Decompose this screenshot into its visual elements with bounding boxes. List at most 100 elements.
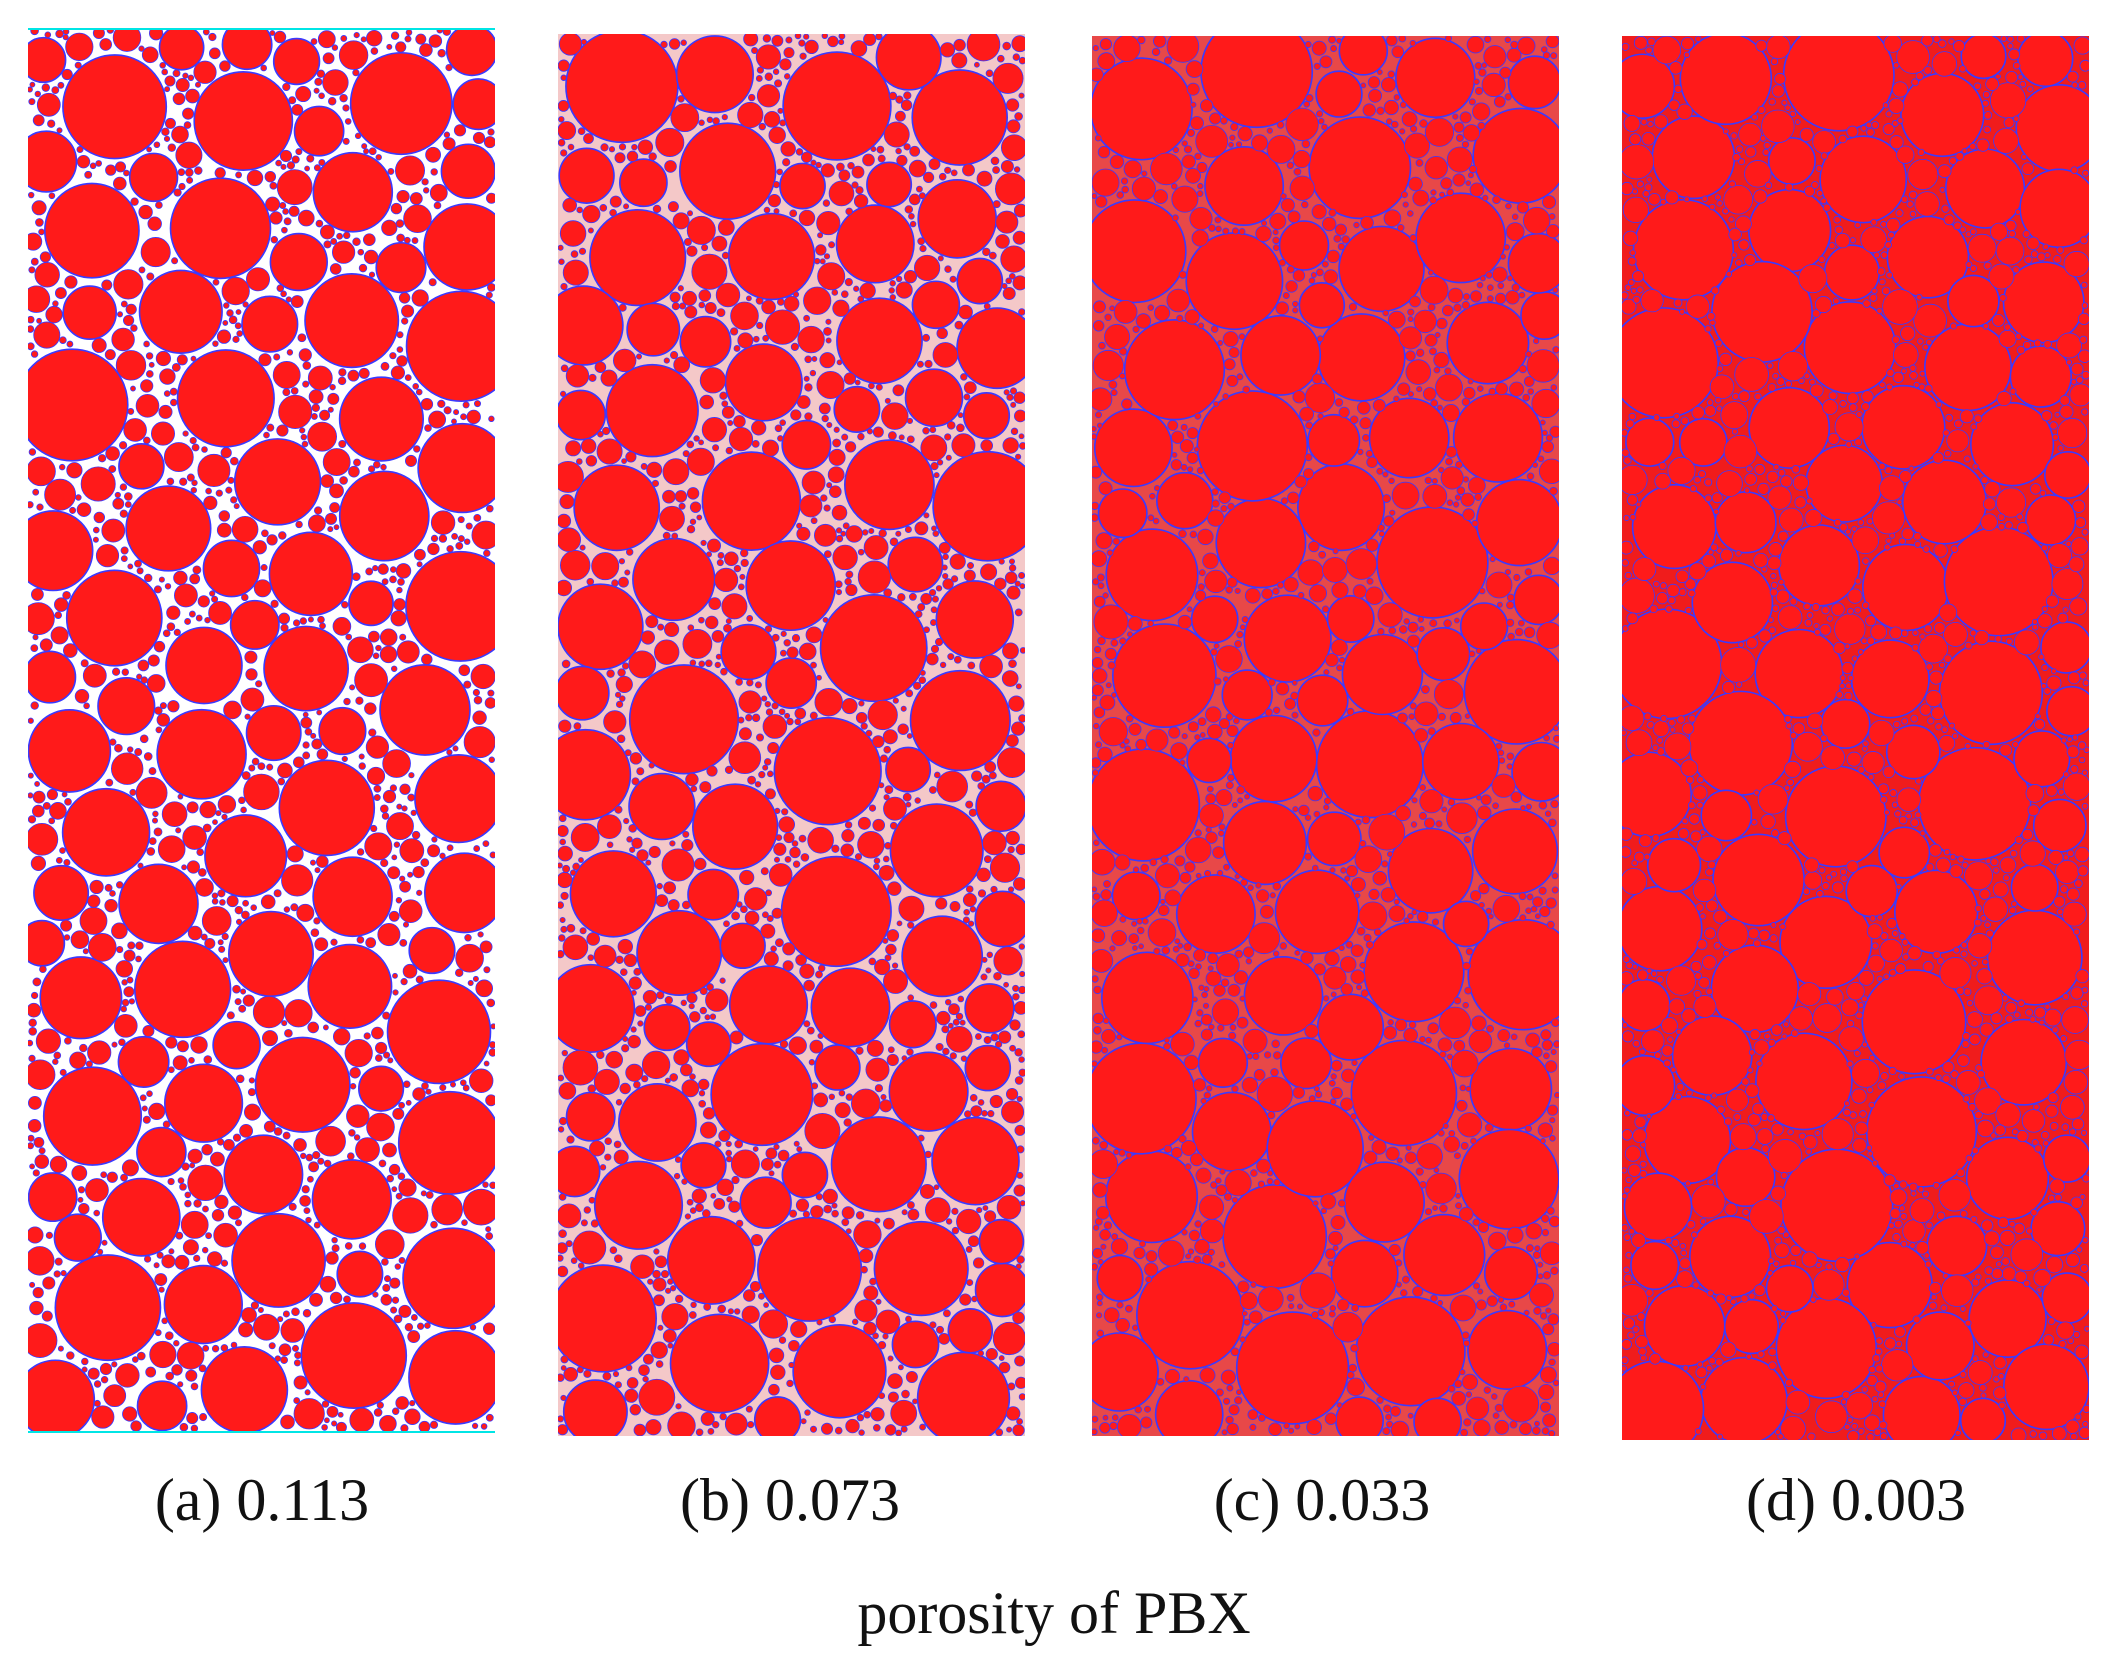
particle (2075, 969, 2089, 984)
particle (1798, 1132, 1806, 1140)
particle (698, 616, 705, 624)
particle (409, 1400, 416, 1407)
particle (1696, 775, 1705, 784)
particle (1643, 853, 1651, 861)
particle (934, 637, 944, 647)
particle (307, 514, 326, 533)
particle (1924, 1260, 1932, 1268)
particle (1549, 486, 1558, 496)
particle (349, 1083, 357, 1090)
particle (669, 291, 681, 303)
particle (1468, 165, 1478, 174)
particle (349, 1067, 361, 1079)
particle (845, 1418, 860, 1434)
particle (1914, 540, 1922, 548)
particle (1538, 886, 1547, 895)
particle (1005, 1088, 1019, 1101)
particle (1641, 1029, 1665, 1053)
particle (1769, 934, 1778, 943)
particle (881, 402, 909, 430)
particle (1497, 1029, 1511, 1043)
particle (1969, 629, 1977, 637)
particle (1857, 519, 1865, 526)
particle (1540, 1214, 1550, 1223)
particle (992, 166, 1001, 174)
particle (158, 576, 165, 583)
particle (398, 292, 411, 304)
particle (1471, 1015, 1487, 1031)
particle (2056, 908, 2064, 916)
particle (983, 302, 991, 310)
particle (1467, 1309, 1548, 1390)
particle (1487, 1231, 1507, 1251)
particle (173, 570, 188, 586)
particle (1231, 802, 1238, 809)
particle (799, 52, 807, 60)
particle (387, 167, 395, 175)
particle (54, 597, 69, 612)
particle (153, 827, 163, 837)
particle (698, 1090, 706, 1097)
particle (2001, 1266, 2017, 1282)
particle (1956, 1168, 1966, 1178)
particle (1013, 877, 1025, 891)
particle (1229, 1023, 1237, 1031)
particle (274, 1355, 281, 1362)
particle (761, 439, 779, 457)
particle (1959, 409, 1974, 424)
particle (1622, 1129, 1633, 1141)
particle (1704, 478, 1713, 487)
particle (1910, 818, 1920, 828)
particle (1132, 1324, 1139, 1331)
particle (563, 1367, 578, 1382)
particle (795, 1198, 810, 1212)
particle (1981, 1219, 1994, 1232)
particle (1141, 917, 1149, 925)
particle (1839, 674, 1846, 681)
particle (1409, 702, 1417, 710)
particle (1006, 119, 1021, 134)
particle (1899, 1180, 1908, 1189)
particle (1744, 160, 1772, 188)
particle (879, 754, 888, 763)
particle (942, 1309, 951, 1318)
particle (1308, 1095, 1316, 1103)
particle (1424, 155, 1449, 180)
particle (379, 804, 389, 814)
particle (779, 419, 787, 426)
particle (136, 1380, 188, 1431)
particle (472, 975, 479, 982)
particle-packing-panel-c (1092, 36, 1559, 1436)
particle (467, 980, 474, 987)
particle (1513, 573, 1521, 582)
particle (1280, 193, 1287, 200)
particle (558, 147, 615, 204)
particle (1132, 945, 1138, 951)
particle (372, 652, 380, 660)
particle (1545, 36, 1559, 49)
particle (2045, 1255, 2064, 1274)
particle (313, 87, 320, 94)
particle (1271, 1039, 1281, 1049)
particle (1018, 1068, 1025, 1077)
particle (582, 204, 601, 224)
particle (44, 478, 76, 511)
particle (32, 114, 45, 127)
particle (1205, 793, 1217, 805)
particle (2033, 1103, 2040, 1111)
particle (1744, 1083, 1760, 1098)
particle (1453, 1039, 1466, 1052)
particle (2027, 85, 2034, 93)
particle (1461, 397, 1471, 407)
particle (1194, 734, 1201, 741)
particle (887, 1391, 899, 1403)
particle (1141, 170, 1148, 177)
particle (1525, 907, 1532, 914)
particle (1095, 411, 1102, 419)
particle (560, 282, 568, 291)
particle (1878, 783, 1890, 795)
particle (937, 255, 944, 262)
particle (1497, 282, 1505, 290)
particle (1109, 1421, 1118, 1431)
particle (2048, 849, 2064, 865)
